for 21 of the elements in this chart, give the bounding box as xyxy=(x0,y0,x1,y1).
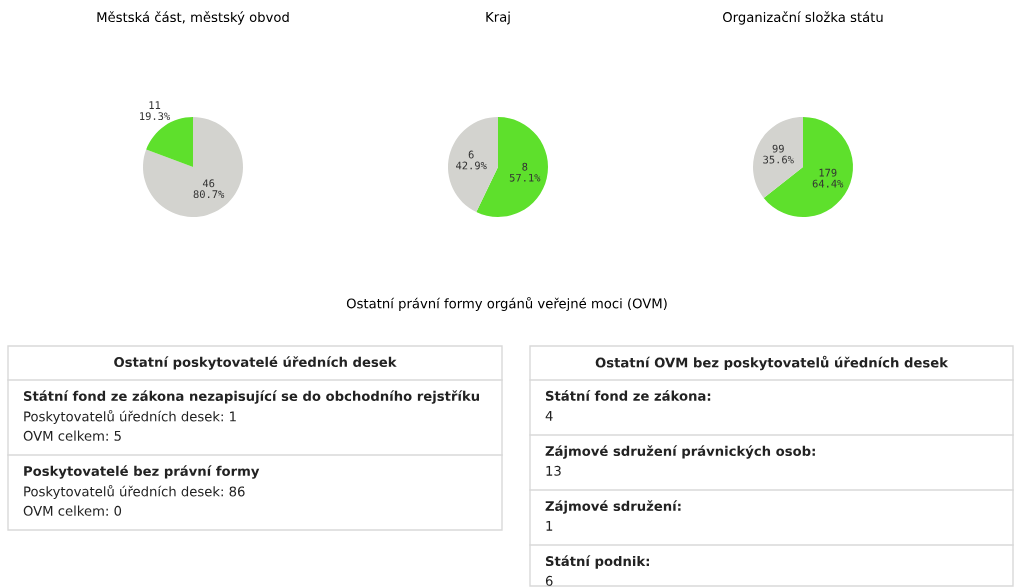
pie-slice xyxy=(448,117,498,213)
chart-title: Městská část, městský obvod xyxy=(97,11,289,25)
data-label: 8 57.1% xyxy=(509,162,541,182)
text: Státní fond ze zákona nezapisující se do obchodního rejstříku Poskytovatelů úředních desek: 1 OVM celkem: 5 xyxy=(23,390,480,441)
text: Ostatní poskytovatelé úředních desek xyxy=(114,356,397,370)
chart-title: Organizační složka státu xyxy=(723,11,883,25)
data-label: 99 35.6% xyxy=(763,144,794,164)
data-label: 179 64.4% xyxy=(812,168,844,188)
text: Ostatní OVM bez poskytovatelů úředních desek xyxy=(595,355,949,371)
data-label: 6 42.9% xyxy=(456,150,487,170)
text: Zájmové sdružení právnických osob: 13 xyxy=(545,445,815,476)
data-label: 11 19.3% xyxy=(140,101,171,121)
text: Státní podnik: 6 xyxy=(545,555,649,586)
data-label: 46 80.7% xyxy=(193,179,225,199)
text: Zájmové sdružení: 1 xyxy=(545,500,681,531)
text: Poskytovatelé bez právní formy Poskytovatelů úředních desek: 86 OVM celkem: 0 xyxy=(23,465,260,516)
chart-title: Kraj xyxy=(486,11,510,25)
text: Ostatní právní formy orgánů veřejné moci (OVM) xyxy=(346,297,667,311)
text: Státní fond ze zákona: 4 xyxy=(545,390,711,421)
pie-slice xyxy=(753,117,803,198)
pie-slice xyxy=(763,117,853,217)
